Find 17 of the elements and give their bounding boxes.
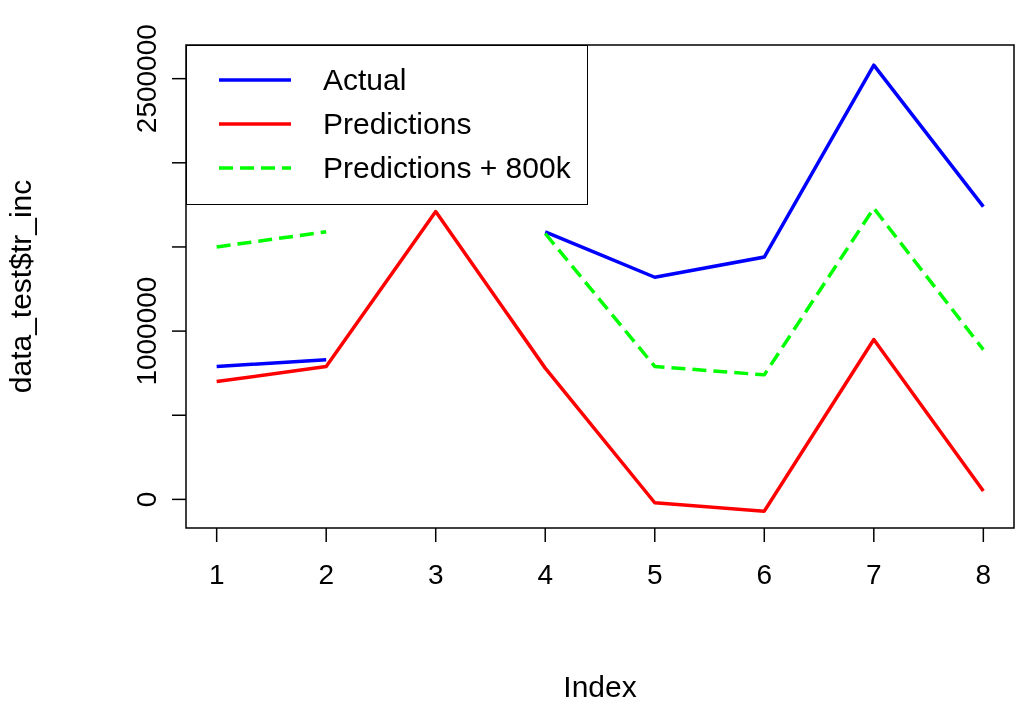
x-tick-label: 8 bbox=[975, 559, 992, 590]
legend-label: Predictions + 800k bbox=[323, 151, 571, 185]
x-tick-label: 7 bbox=[866, 559, 882, 590]
x-axis-title: Index bbox=[563, 670, 637, 703]
x-tick-label: 5 bbox=[646, 559, 663, 590]
legend-label: Predictions bbox=[323, 107, 472, 141]
x-tick-label: 3 bbox=[427, 559, 444, 590]
x-tick-label: 1 bbox=[208, 559, 225, 590]
y-axis-title: data_test$tr_inc bbox=[3, 179, 37, 394]
y-tick-label: 0 bbox=[131, 491, 162, 508]
line-series bbox=[214, 209, 986, 513]
x-tick-label: 6 bbox=[756, 559, 773, 590]
x-tick-label: 4 bbox=[537, 559, 554, 590]
y-tick-label: 1000000 bbox=[131, 276, 162, 386]
y-tick-label: 2500000 bbox=[131, 24, 162, 134]
x-tick-label: 2 bbox=[318, 559, 334, 590]
legend-label: Actual bbox=[323, 63, 407, 97]
